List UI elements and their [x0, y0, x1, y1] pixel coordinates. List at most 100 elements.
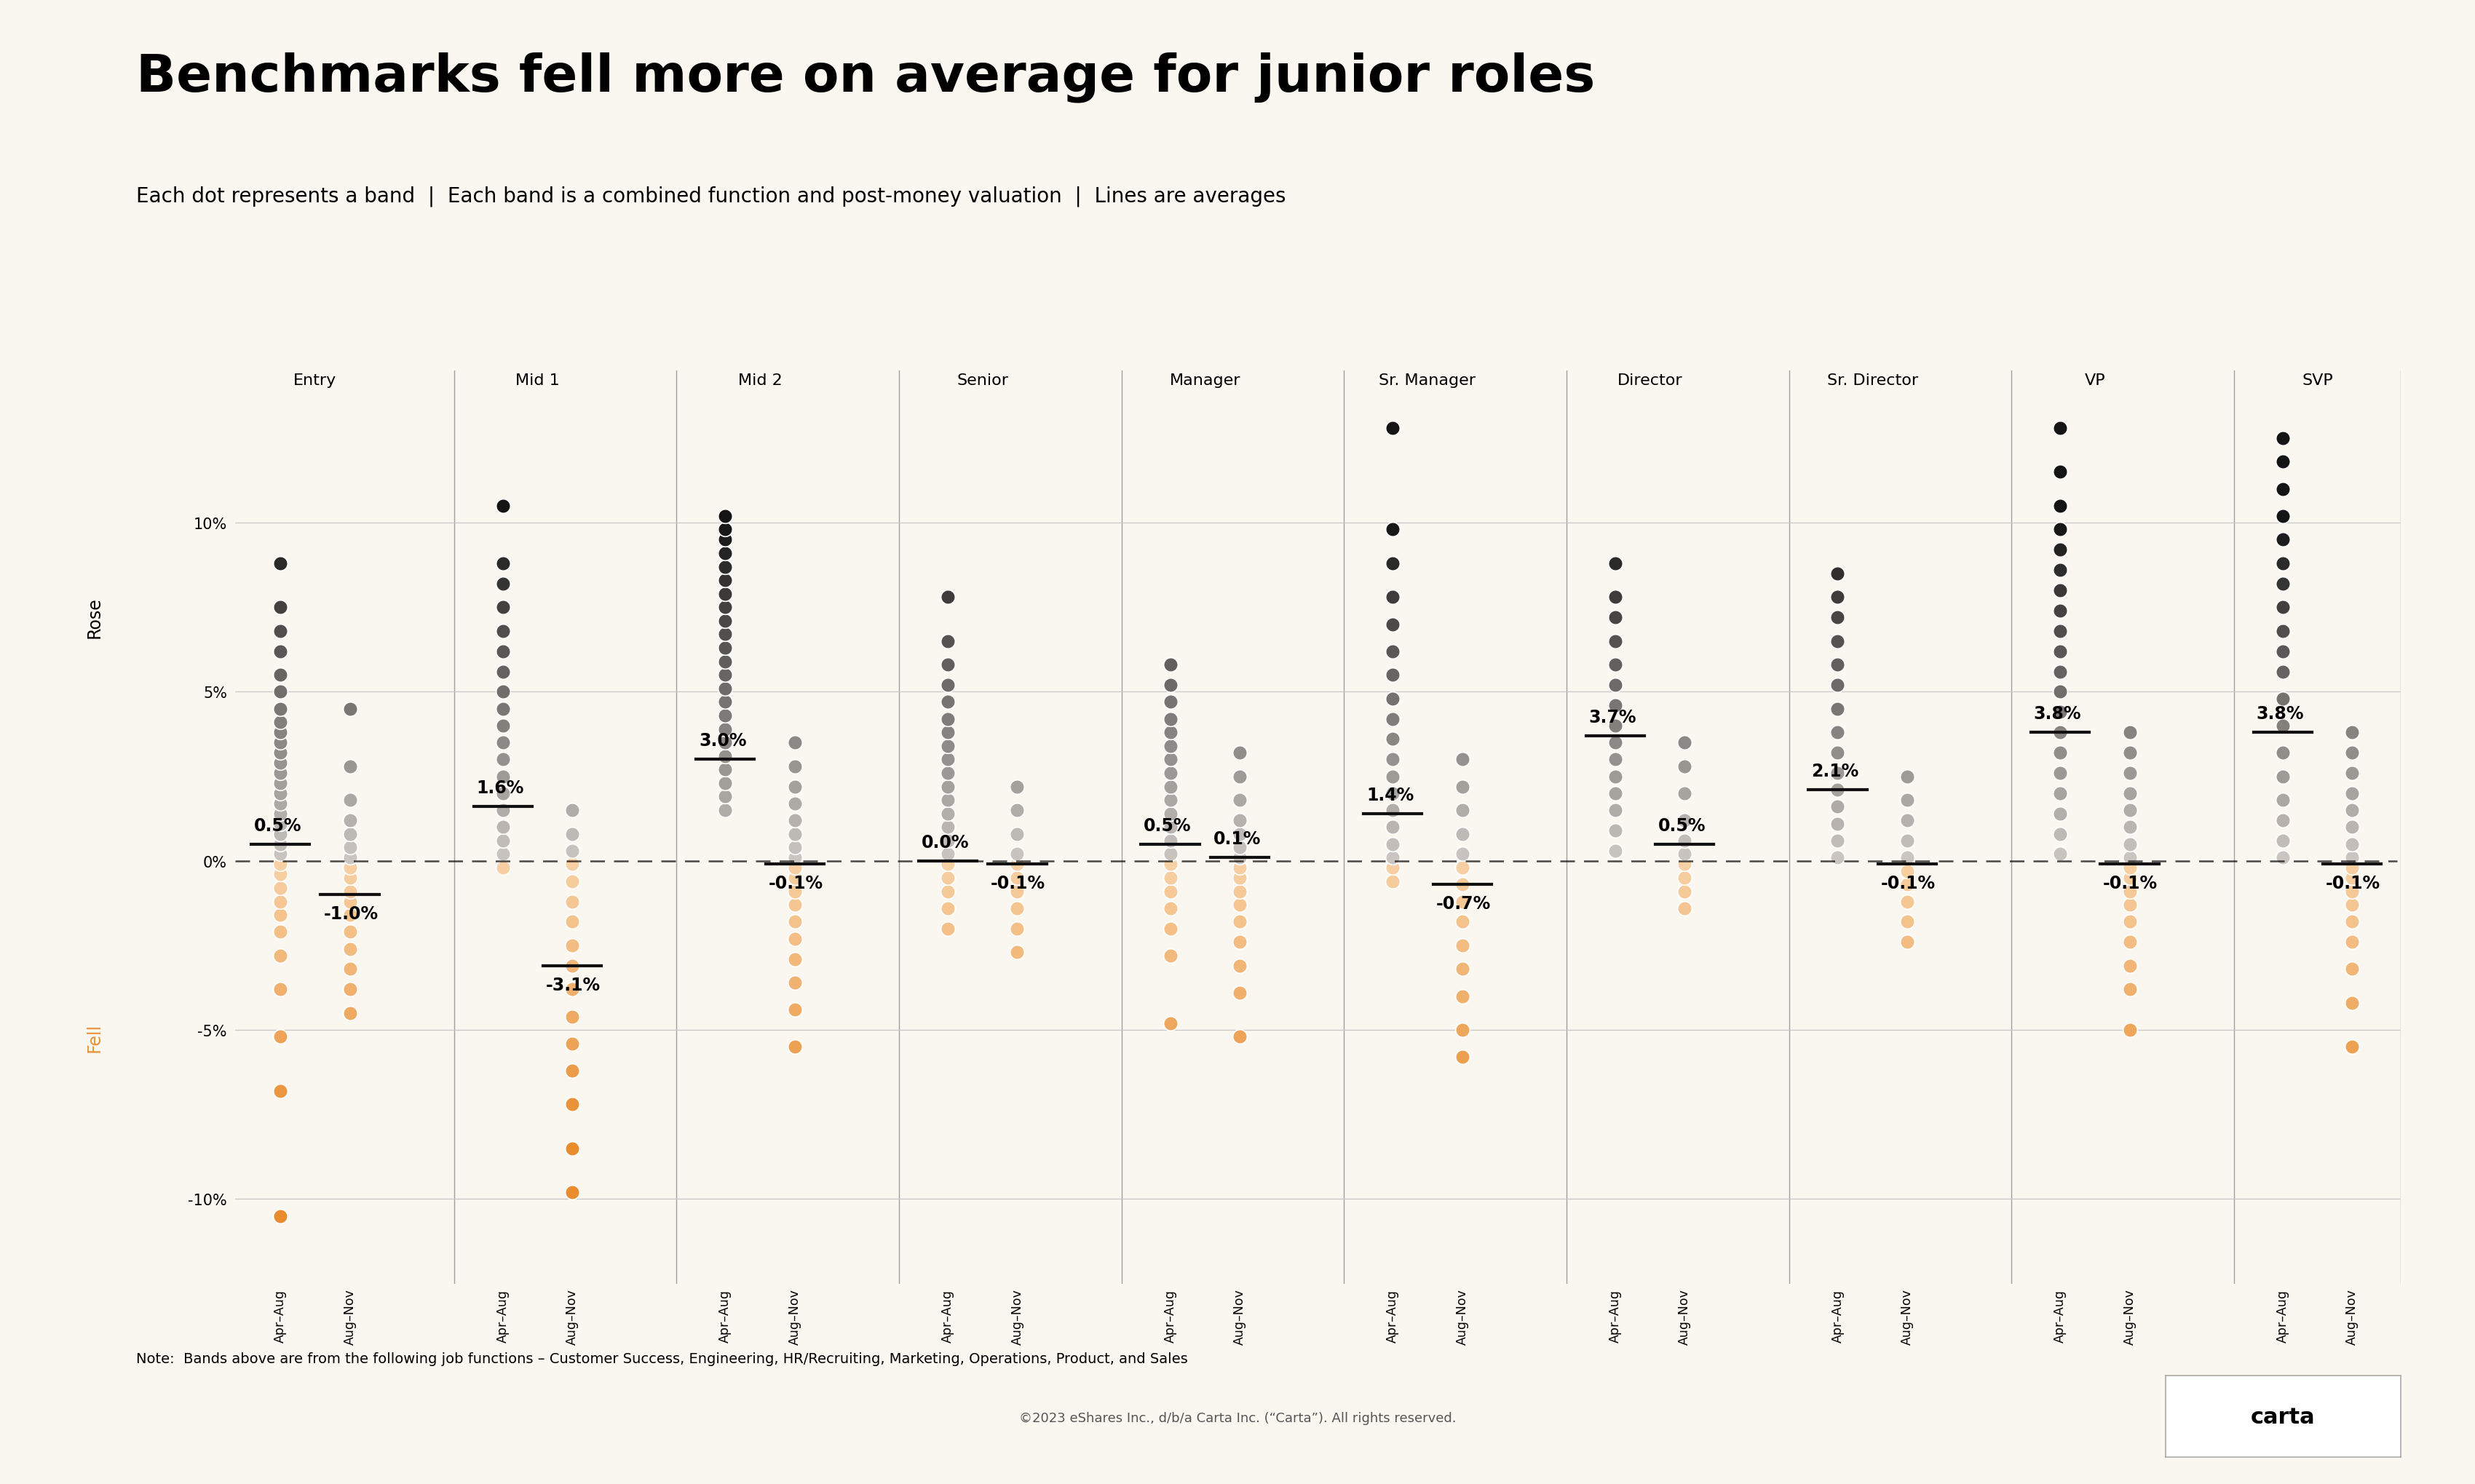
Point [775, 809, 814, 833]
Point [329, 978, 369, 1002]
Point [483, 571, 522, 595]
Point [705, 568, 745, 592]
Point [1151, 761, 1190, 785]
Point [1443, 1018, 1483, 1042]
Point [1374, 782, 1413, 806]
Point [260, 843, 299, 867]
Point [552, 822, 592, 846]
Point [928, 708, 968, 732]
Point [483, 714, 522, 738]
Point [2109, 867, 2148, 890]
Point [2109, 856, 2148, 880]
Text: 3.0%: 3.0% [698, 732, 747, 749]
Point [260, 853, 299, 877]
Point [1220, 856, 1260, 880]
Point [260, 741, 299, 764]
Text: 0.1%: 0.1% [1213, 830, 1260, 847]
Point [705, 528, 745, 552]
Text: Entry: Entry [295, 374, 337, 387]
Point [483, 856, 522, 880]
Point [1151, 801, 1190, 825]
Point [552, 1092, 592, 1116]
Point [997, 917, 1037, 941]
Point [997, 896, 1037, 920]
Point [705, 650, 745, 674]
Point [260, 1204, 299, 1227]
Point [1151, 830, 1190, 853]
Point [260, 663, 299, 687]
Text: 2.1%: 2.1% [1812, 763, 1859, 781]
Text: 0.5%: 0.5% [1658, 816, 1705, 834]
Text: Director: Director [1616, 374, 1683, 387]
Point [329, 920, 369, 944]
Text: -0.7%: -0.7% [1435, 895, 1490, 913]
Point [705, 505, 745, 528]
Point [1151, 944, 1190, 968]
Point [1151, 708, 1190, 732]
Point [1817, 830, 1856, 853]
Point [329, 856, 369, 880]
Point [483, 764, 522, 788]
Point [1443, 843, 1483, 867]
Point [2262, 640, 2302, 663]
Point [552, 1031, 592, 1055]
Point [775, 997, 814, 1021]
Point [2262, 505, 2302, 528]
Point [705, 717, 745, 741]
Point [775, 893, 814, 917]
Point [1817, 562, 1856, 586]
Point [928, 815, 968, 838]
Point [1817, 795, 1856, 819]
Point [775, 880, 814, 904]
Text: Rose: Rose [87, 597, 104, 638]
Text: SVP: SVP [2302, 374, 2334, 387]
Point [1443, 873, 1483, 896]
Point [1888, 788, 1928, 812]
Point [1817, 653, 1856, 677]
Point [1888, 930, 1928, 954]
Point [483, 732, 522, 755]
Text: -0.1%: -0.1% [990, 874, 1044, 892]
Point [329, 809, 369, 833]
Point [329, 788, 369, 812]
Point [775, 822, 814, 846]
Point [1443, 933, 1483, 957]
Point [1596, 629, 1636, 653]
Point [552, 933, 592, 957]
Point [1151, 896, 1190, 920]
Text: 1.6%: 1.6% [475, 779, 525, 797]
Point [260, 812, 299, 835]
Point [1374, 856, 1413, 880]
Point [2109, 846, 2148, 870]
Text: -0.1%: -0.1% [2104, 874, 2158, 892]
Point [1220, 880, 1260, 904]
Point [1151, 653, 1190, 677]
Point [1374, 687, 1413, 711]
Point [705, 542, 745, 565]
Point [329, 890, 369, 914]
Text: Benchmarks fell more on average for junior roles: Benchmarks fell more on average for juni… [136, 52, 1594, 102]
Point [1443, 748, 1483, 772]
Point [1817, 846, 1856, 870]
Point [928, 748, 968, 772]
Point [2039, 843, 2079, 867]
Point [1374, 833, 1413, 856]
Point [705, 798, 745, 822]
Point [2262, 595, 2302, 619]
Point [1374, 846, 1413, 870]
Point [1443, 957, 1483, 981]
Point [1374, 764, 1413, 788]
Point [1220, 822, 1260, 846]
Point [2331, 798, 2371, 822]
Point [1888, 830, 1928, 853]
Text: -3.1%: -3.1% [547, 976, 601, 993]
Point [2109, 815, 2148, 838]
Point [1151, 843, 1190, 867]
Point [775, 732, 814, 755]
Point [705, 582, 745, 605]
Point [705, 610, 745, 634]
Point [1817, 812, 1856, 835]
Point [552, 1181, 592, 1205]
Point [552, 954, 592, 978]
Point [1151, 880, 1190, 904]
